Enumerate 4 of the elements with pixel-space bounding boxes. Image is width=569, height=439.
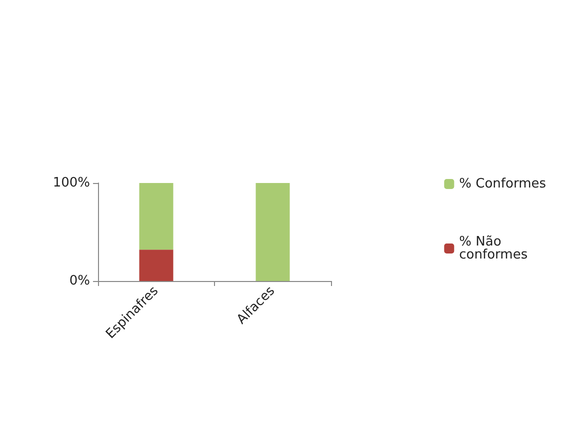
- legend-label: % Não conformes: [459, 234, 528, 262]
- y-tick-label: 0%: [69, 274, 90, 288]
- y-tick-label: 100%: [52, 176, 90, 190]
- legend-label: % Conformes: [459, 176, 546, 192]
